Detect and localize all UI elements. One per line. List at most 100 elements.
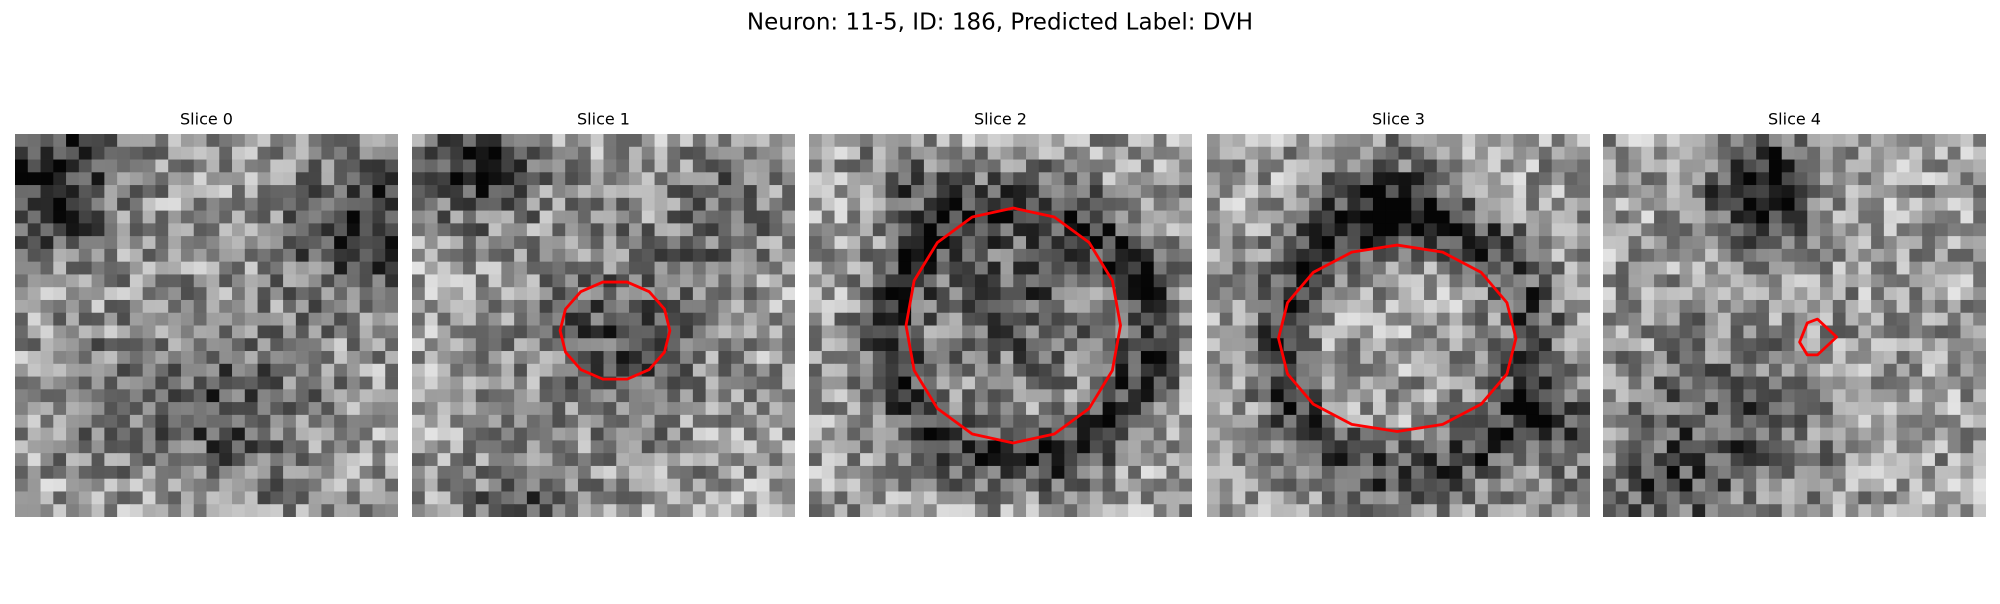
pixel <box>743 134 758 148</box>
pixel <box>257 236 271 250</box>
pixel <box>437 159 451 173</box>
pixel <box>1232 414 1246 429</box>
pixel <box>334 185 348 199</box>
pixel <box>104 414 118 429</box>
pixel <box>1603 236 1617 250</box>
pixel <box>1462 376 1476 390</box>
pixel <box>1615 261 1629 275</box>
pixel <box>412 287 426 301</box>
pixel <box>1038 504 1052 517</box>
pixel <box>450 299 464 314</box>
pixel <box>66 261 80 275</box>
pixel <box>1000 172 1014 186</box>
pixel <box>1026 261 1040 275</box>
pixel <box>834 325 848 339</box>
pixel <box>308 223 322 237</box>
pixel <box>1153 402 1167 416</box>
pixel <box>1845 223 1859 237</box>
pixel <box>129 491 144 505</box>
pixel <box>718 338 732 352</box>
pixel <box>1654 197 1668 211</box>
pixel <box>1756 185 1770 199</box>
pixel <box>283 504 297 517</box>
pixel <box>1820 261 1834 275</box>
pixel <box>1232 491 1246 505</box>
pixel <box>923 185 938 199</box>
pixel <box>437 338 451 352</box>
pixel <box>180 274 195 288</box>
pixel <box>1781 248 1795 263</box>
pixel <box>526 312 541 326</box>
pixel <box>1166 236 1180 250</box>
pixel <box>898 159 912 173</box>
pixel <box>565 197 579 211</box>
pixel <box>847 440 861 454</box>
pixel <box>1820 223 1834 237</box>
pixel <box>718 185 732 199</box>
pixel <box>1179 504 1192 517</box>
pixel <box>1321 172 1336 186</box>
panel-title: Slice 2 <box>974 110 1027 129</box>
pixel <box>1654 146 1668 160</box>
pixel <box>1896 338 1910 352</box>
pixel <box>180 491 195 505</box>
pixel <box>743 159 758 173</box>
pixel <box>1424 465 1438 480</box>
pixel <box>232 338 246 352</box>
pixel <box>1077 223 1091 237</box>
pixel <box>718 248 732 263</box>
pixel <box>1615 363 1629 377</box>
pixel <box>1947 236 1961 250</box>
pixel <box>117 134 131 148</box>
pixel <box>1564 223 1578 237</box>
pixel <box>718 414 732 429</box>
pixel <box>1526 172 1540 186</box>
pixel <box>731 223 745 237</box>
pixel <box>1896 159 1910 173</box>
pixel <box>475 338 489 352</box>
pixel <box>1526 146 1540 160</box>
pixel <box>1922 274 1936 288</box>
pixel <box>1896 197 1910 211</box>
pixel <box>1756 389 1770 403</box>
pixel <box>987 159 1001 173</box>
pixel <box>475 197 489 211</box>
pixel <box>692 453 707 467</box>
pixel <box>142 440 156 454</box>
pixel <box>1794 465 1808 480</box>
pixel <box>1038 236 1052 250</box>
pixel <box>911 287 925 301</box>
pixel <box>232 236 246 250</box>
pixel <box>1743 223 1757 237</box>
pixel <box>1347 453 1361 467</box>
pixel <box>1909 338 1923 352</box>
pixel <box>1973 223 1986 237</box>
pixel <box>641 210 655 224</box>
pixel <box>104 287 118 301</box>
pixel <box>1807 134 1821 148</box>
pixel <box>1960 427 1974 441</box>
pixel <box>1207 312 1221 326</box>
pixel <box>180 363 195 377</box>
pixel <box>155 376 169 390</box>
pixel <box>1871 465 1885 480</box>
pixel <box>346 274 361 288</box>
pixel <box>1411 389 1425 403</box>
pixel <box>346 402 361 416</box>
pixel <box>91 465 105 480</box>
pixel <box>321 159 335 173</box>
pixel <box>974 376 989 390</box>
pixel <box>1270 312 1284 326</box>
pixel <box>385 236 398 250</box>
pixel <box>1424 274 1438 288</box>
pixel <box>872 299 886 314</box>
pixel <box>1692 376 1706 390</box>
pixel <box>1883 261 1898 275</box>
pixel <box>809 248 823 263</box>
pixel <box>1909 312 1923 326</box>
pixel <box>1654 287 1668 301</box>
pixel <box>1179 363 1192 377</box>
pixel <box>232 414 246 429</box>
pixel <box>1462 210 1476 224</box>
pixel <box>769 197 783 211</box>
